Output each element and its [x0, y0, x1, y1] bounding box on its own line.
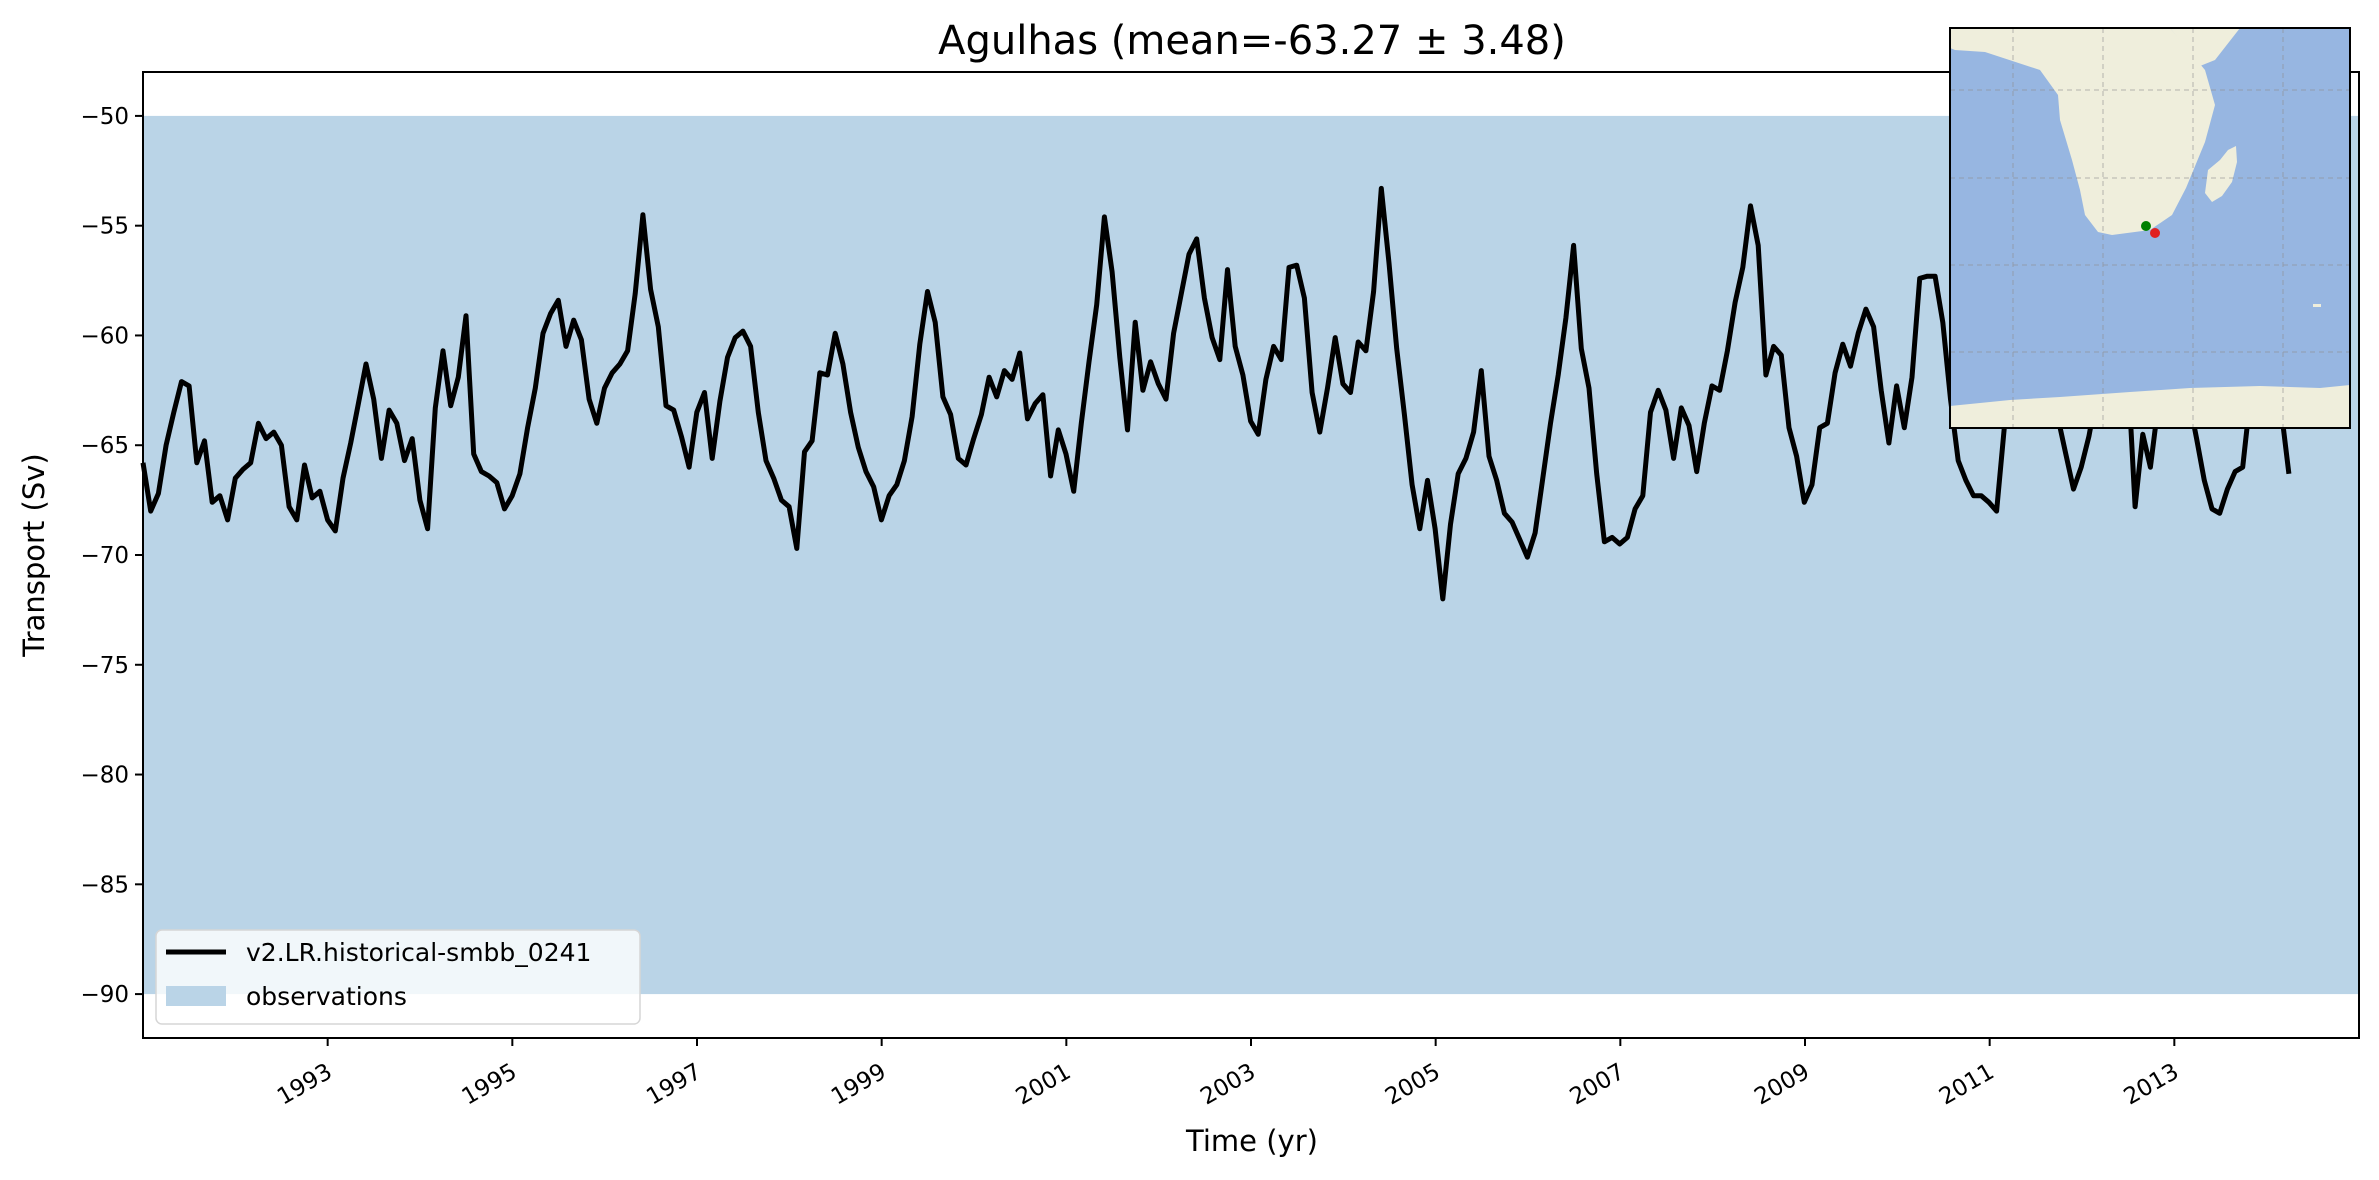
- inset-frame: [1949, 27, 2351, 429]
- y-tick-label: −55: [80, 214, 129, 240]
- inset-map: [1949, 27, 2351, 429]
- madagascar: [2205, 146, 2237, 202]
- y-axis-label: Transport (Sv): [17, 453, 51, 658]
- section-start-marker: [2141, 221, 2151, 231]
- legend-label-series: v2.LR.historical-smbb_0241: [246, 938, 591, 967]
- x-tick-label: 2011: [1935, 1059, 1999, 1111]
- legend: v2.LR.historical-smbb_0241 observations: [155, 929, 641, 1025]
- legend-band-swatch: [166, 986, 226, 1006]
- x-tick-label: 1995: [458, 1059, 522, 1111]
- y-axis: −50 −55 −60 −65 −70 −75 −80 −85 −90: [80, 104, 143, 1008]
- y-tick-label: −65: [80, 433, 129, 459]
- x-tick-label: 1993: [273, 1059, 337, 1111]
- y-tick-label: −75: [80, 653, 129, 679]
- y-tick-label: −90: [80, 982, 129, 1008]
- y-tick-label: −50: [80, 104, 129, 130]
- x-axis: 1993 1995 1997 1999 2001 2003 2005 2007 2009 2011…: [273, 1038, 2183, 1110]
- antarctica: [1950, 385, 2350, 428]
- x-tick-label: 2013: [2120, 1059, 2184, 1111]
- chart-title: Agulhas (mean=-63.27 ± 3.48): [938, 18, 1566, 64]
- x-axis-label: Time (yr): [1185, 1124, 1318, 1158]
- x-tick-label: 2005: [1381, 1059, 1445, 1111]
- x-tick-label: 2009: [1750, 1059, 1814, 1111]
- small-island: [2313, 304, 2321, 307]
- x-tick-label: 2001: [1012, 1059, 1076, 1111]
- series-line: [140, 185, 2292, 602]
- x-tick-label: 2003: [1196, 1059, 1260, 1111]
- legend-label-observations: observations: [246, 982, 407, 1011]
- africa-horn: [2170, 28, 2240, 66]
- y-tick-label: −85: [80, 872, 129, 898]
- y-tick-label: −60: [80, 323, 129, 349]
- y-tick-label: −80: [80, 763, 129, 789]
- x-tick-label: 1999: [827, 1059, 891, 1111]
- africa-landmass: [1950, 28, 2215, 235]
- x-tick-label: 2007: [1566, 1059, 1630, 1111]
- y-tick-label: −70: [80, 543, 129, 569]
- legend-box: [155, 929, 641, 1025]
- x-tick-label: 1997: [642, 1059, 706, 1111]
- section-end-marker: [2150, 228, 2160, 238]
- map-gridlines: [1950, 28, 2350, 428]
